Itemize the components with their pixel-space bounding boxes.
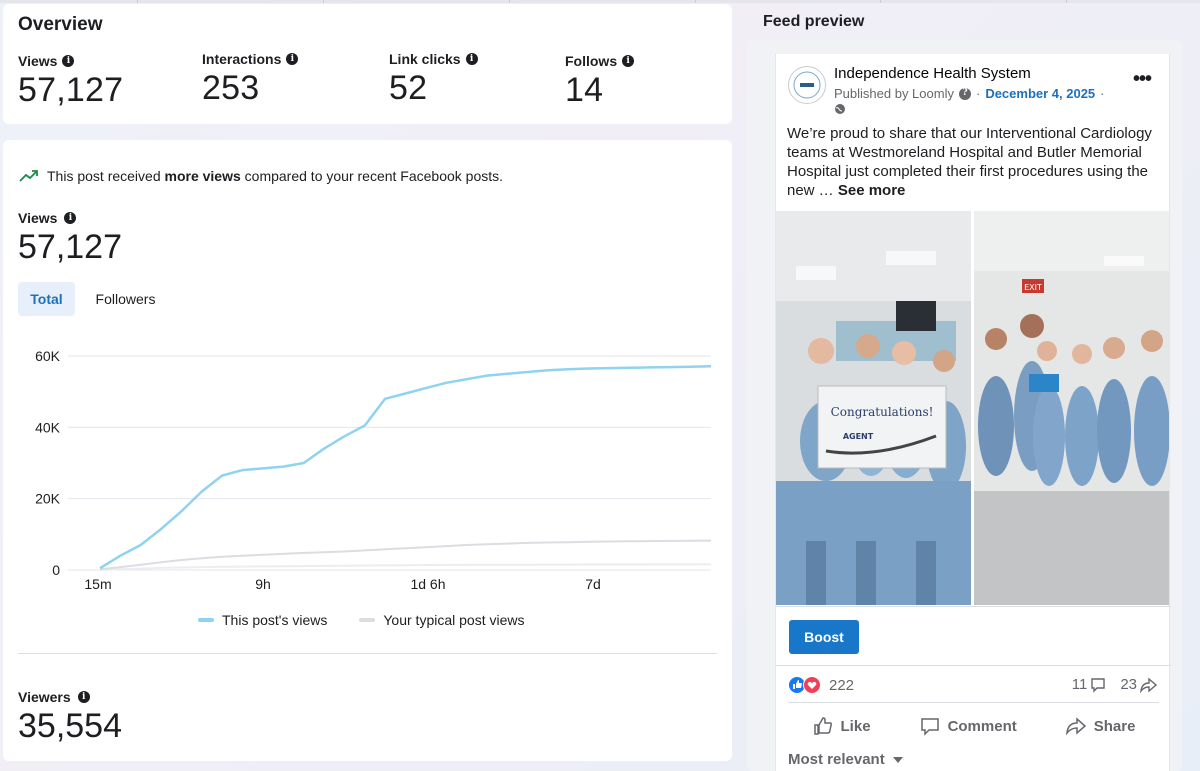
globe-icon [835,104,845,114]
metric-interactions: Interactions i 253 [202,50,299,108]
divider [776,665,1171,666]
trend-suffix: compared to your recent Facebook posts. [240,168,504,184]
feed-preview-title: Feed preview [763,13,865,30]
like-button[interactable]: Like [805,710,879,742]
sort-label: Most relevant [788,751,885,768]
tab-total[interactable]: Total [18,282,75,316]
y-tick-label: 40K [35,419,61,435]
post-photos[interactable]: Congratulations! AGENT EXIT [776,211,1169,605]
metric-label: Follows [565,53,618,69]
x-tick-label: 15m [84,576,111,592]
views-detail-card: This post received more views compared t… [3,140,732,761]
help-icon[interactable]: ? [958,87,971,100]
thumbs-up-icon [813,717,832,735]
legend-label: Your typical post views [383,612,525,628]
comment-count: 11 [1071,676,1088,693]
metric-follows: Follows i 14 [565,52,635,110]
legend-label: This post's views [222,612,328,628]
share-label: Share [1093,717,1136,735]
views-value: 57,127 [18,228,122,266]
trending-up-icon [19,170,38,182]
legend-item: This post's views [198,612,327,628]
comment-sort-dropdown[interactable]: Most relevant [788,751,903,768]
overview-card: Overview Views i 57,127 Interactions i 253… [3,4,732,124]
share-icon [1065,717,1086,736]
published-by: Published by Loomly [834,86,954,101]
comment-icon [1091,677,1106,693]
views-label-row: Views i [18,210,77,226]
comment-count-group[interactable]: 11 [1072,676,1107,693]
facebook-post-preview: Independence Health System Published by … [775,54,1171,771]
share-icon [1140,676,1157,693]
trend-bold: more views [164,168,241,184]
post-meta: Published by Loomly ? · December 4, 2025… [834,86,1105,101]
comment-button[interactable]: Comment [912,710,1025,742]
y-tick-label: 0 [52,562,60,578]
comment-label: Comment [947,717,1017,735]
metric-views: Views i 57,127 [18,52,123,110]
share-count: 23 [1120,676,1137,693]
exit-sign: EXIT [1024,283,1042,292]
tab-followers[interactable]: Followers [95,291,156,307]
page-avatar[interactable] [788,66,826,104]
post-actions: Like Comment Share [788,710,1160,742]
share-count-group[interactable]: 23 [1120,676,1157,693]
chart-legend: This post's views Your typical post view… [198,612,524,628]
info-icon[interactable]: i [64,212,77,224]
divider [18,653,717,654]
info-icon[interactable]: i [286,53,299,65]
views-label: Views [18,210,58,226]
metric-value: 14 [565,71,604,109]
post-date[interactable]: December 4, 2025 [985,86,1096,101]
trend-summary: This post received more views compared t… [19,168,503,184]
post-body: We’re proud to share that our Interventi… [787,125,1152,199]
engagement-counts: 11 23 [1072,676,1157,693]
y-tick-label: 20K [35,491,61,507]
y-tick-label: 60K [35,348,61,364]
more-options-icon[interactable]: ••• [1132,68,1152,90]
divider [788,702,1159,703]
metric-label: Interactions [202,51,282,67]
metric-label: Views [18,53,58,69]
sign-subtext: AGENT [843,432,874,441]
x-tick-label: 1d 6h [410,576,445,592]
overview-title: Overview [18,14,103,35]
info-icon[interactable]: i [62,55,75,67]
metric-value: 52 [389,69,428,107]
legend-item: Your typical post views [359,612,524,628]
comment-icon [920,718,939,736]
love-reaction-icon [803,676,821,694]
info-icon[interactable]: i [465,53,478,65]
like-label: Like [840,717,871,735]
page-name[interactable]: Independence Health System [834,65,1031,82]
share-button[interactable]: Share [1058,710,1144,742]
photo-team-congratulations[interactable]: Congratulations! AGENT [776,211,971,605]
views-line-chart: 60K 40K 20K 0 15m 9h 1d 6h 7d [35,348,712,592]
series-line-your-typical-post-views [99,539,712,571]
top-tab-strip [0,0,1200,3]
series-line-this-post-s-views [99,364,712,570]
metric-value: 57,127 [18,71,124,109]
metric-value: 253 [202,69,260,107]
reaction-summary[interactable]: 222 [788,676,854,694]
sign-text: Congratulations! [831,405,934,419]
series-line-baseline [99,563,712,571]
trend-prefix: This post received [47,168,165,184]
metric-link-clicks: Link clicks i 52 [389,50,478,108]
viewers-label-row: Viewers i [18,689,90,705]
reaction-count: 222 [829,676,855,694]
post-text: We’re proud to share that our Interventi… [787,124,1162,200]
viewers-value: 35,554 [18,707,122,745]
divider [776,606,1171,607]
photo-team-group[interactable]: EXIT [974,211,1169,605]
boost-button[interactable]: Boost [789,620,859,654]
caret-down-icon [892,756,903,763]
x-tick-label: 7d [585,576,601,592]
metric-label: Link clicks [389,51,461,67]
see-more-link[interactable]: See more [837,182,906,199]
x-tick-label: 9h [255,576,271,592]
info-icon[interactable]: i [622,55,635,67]
viewers-label: Viewers [18,689,71,705]
info-icon[interactable]: i [77,691,90,703]
